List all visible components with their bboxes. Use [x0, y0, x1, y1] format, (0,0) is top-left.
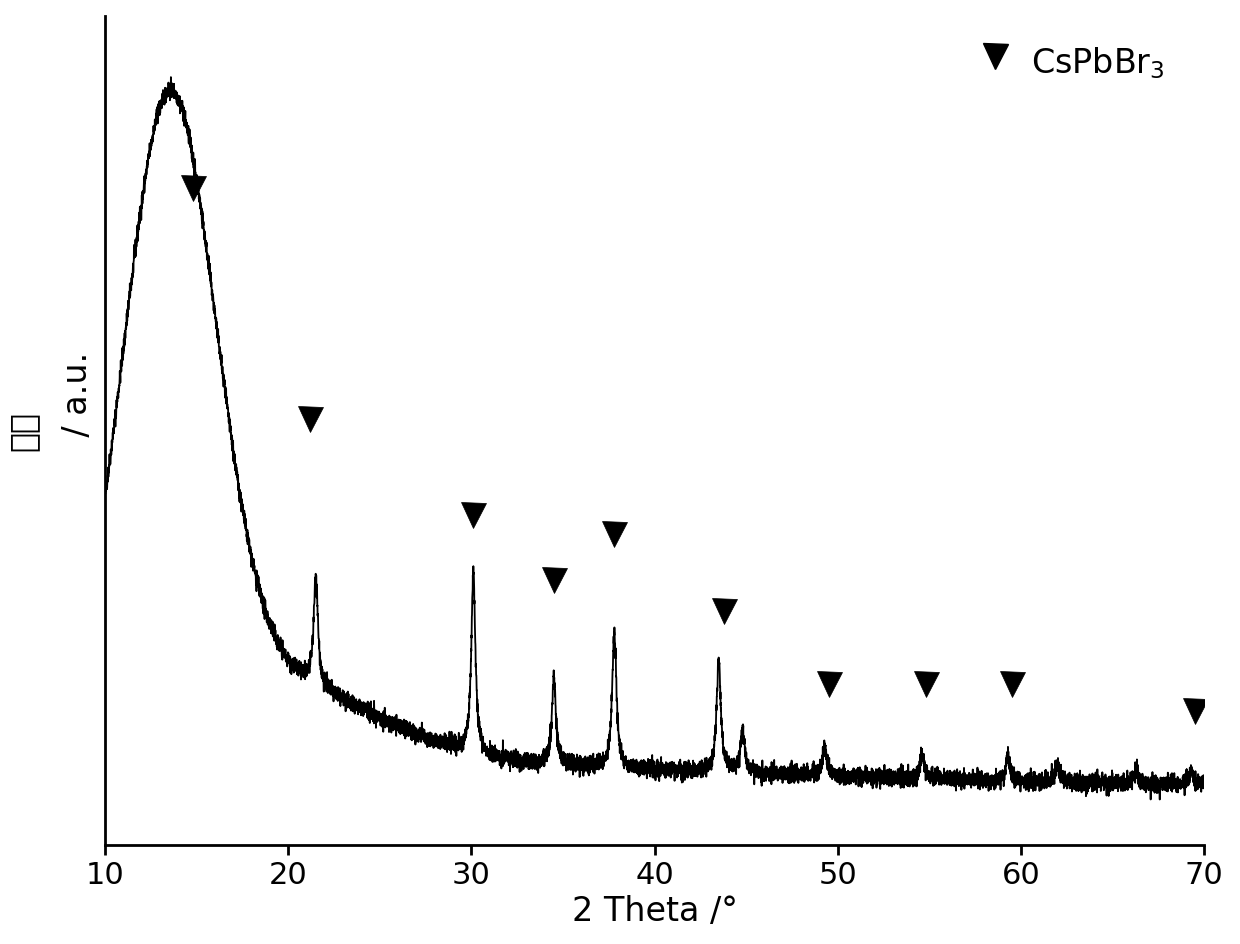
Legend: CsPbBr$_3$: CsPbBr$_3$	[978, 42, 1166, 82]
Text: 强度: 强度	[6, 411, 40, 451]
X-axis label: 2 Theta /°: 2 Theta /°	[572, 894, 738, 927]
Y-axis label:        / a.u.: / a.u.	[61, 351, 94, 511]
